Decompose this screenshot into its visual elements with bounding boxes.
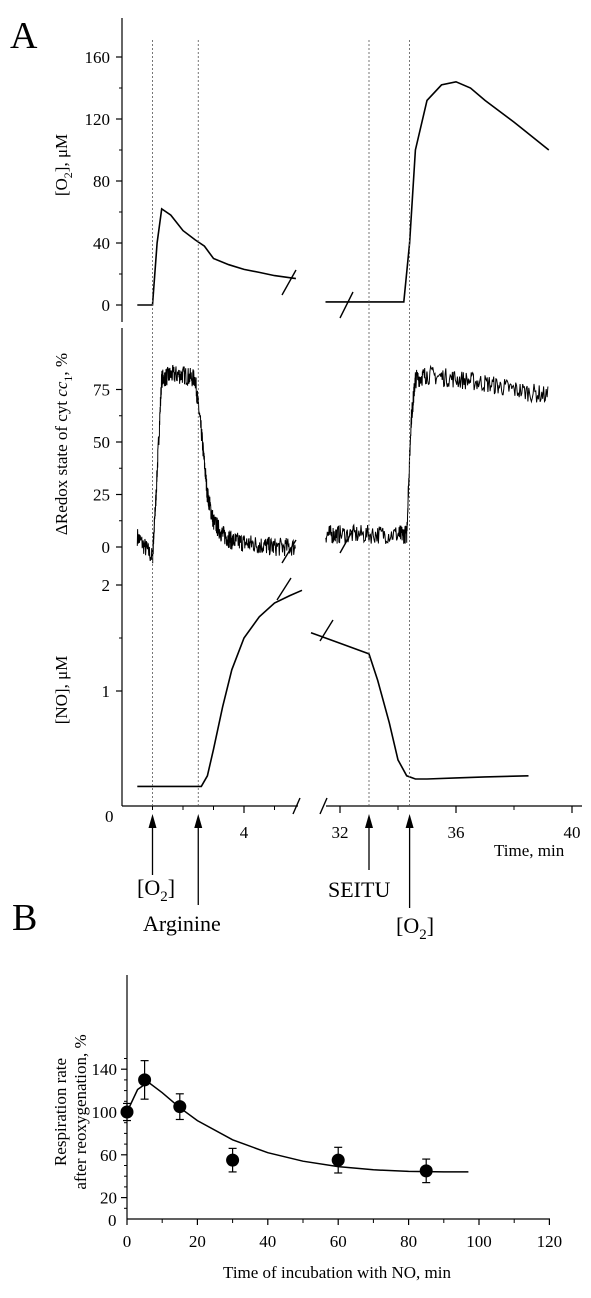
event-arrowhead	[405, 814, 414, 828]
x-axis-break-mark	[292, 797, 301, 815]
time-xtick-label: 0	[105, 807, 114, 826]
axis-break-mark	[339, 291, 354, 319]
respiration-ytick-label: 140	[92, 1060, 118, 1079]
data-point	[138, 1073, 152, 1087]
o2-ytick-label: 80	[93, 172, 110, 191]
no-series-2	[310, 631, 529, 780]
respiration-xtick-label: 120	[537, 1232, 563, 1251]
o2-marker-label-1: [O2]	[137, 875, 175, 905]
redox-series-2	[325, 364, 549, 544]
axis-break-mark	[276, 577, 292, 601]
respiration-ytick-label: 100	[92, 1103, 118, 1122]
o2-series-1	[137, 207, 297, 306]
no-ytick-label: 2	[102, 576, 111, 595]
respiration-ylabel: Respiration rate	[51, 1058, 70, 1166]
no-plot: 12	[102, 576, 529, 806]
respiration-xtick-label: 60	[330, 1232, 347, 1251]
respiration-plot: 0 20 40 60 80 100 120 0 20 60 100 140	[92, 975, 563, 1251]
no-ytick-label: 1	[102, 682, 111, 701]
respiration-xtick-label: 0	[123, 1232, 132, 1251]
no-ylabel: [NO], μM	[52, 656, 71, 725]
redox-ytick-label: 75	[93, 381, 110, 400]
respiration-xtick-label: 40	[259, 1232, 276, 1251]
redox-ylabel: ΔRedox state of cyt cc1, %	[52, 353, 75, 535]
o2-ytick-label: 40	[93, 234, 110, 253]
data-point	[173, 1100, 187, 1114]
redox-plot: 0 25 50 75	[93, 328, 549, 582]
o2-ytick-label: 120	[85, 110, 111, 129]
time-xtick-label: 4	[240, 823, 249, 842]
time-xlabel: Time, min	[494, 841, 565, 860]
respiration-ytick-label: 20	[100, 1189, 117, 1208]
respiration-ytick-label: 60	[100, 1146, 117, 1165]
o2-marker-label-2: [O2]	[396, 913, 434, 943]
axis-break-mark	[339, 527, 355, 554]
respiration-xlabel: Time of incubation with NO, min	[223, 1263, 451, 1282]
axis-break-mark	[281, 539, 297, 564]
respiration-fit-curve	[126, 1081, 469, 1173]
x-axis-break-mark	[319, 797, 328, 815]
respiration-ylabel-line2: after reoxygenation, %	[71, 1034, 90, 1189]
data-point	[331, 1153, 345, 1167]
respiration-xtick-label: 80	[400, 1232, 417, 1251]
panel-b-letter: B	[12, 897, 37, 939]
o2-ylabel: [O2], μM	[52, 134, 75, 196]
redox-ytick-label: 25	[93, 486, 110, 505]
no-series-1	[137, 589, 303, 788]
data-point	[419, 1164, 433, 1178]
o2-ytick-label: 160	[85, 48, 111, 67]
event-markers	[148, 40, 414, 908]
o2-plot: 0 40 80 120 160	[85, 18, 550, 322]
data-point	[120, 1105, 134, 1119]
o2-ytick-label: 0	[102, 296, 111, 315]
data-point	[226, 1153, 240, 1167]
redox-series-1	[136, 364, 296, 564]
time-xtick-label: 32	[332, 823, 349, 842]
time-xtick-label: 40	[564, 823, 581, 842]
respiration-ytick-label: 0	[108, 1211, 117, 1230]
event-arrowhead	[365, 814, 373, 828]
time-xtick-label: 36	[448, 823, 465, 842]
panel-a-letter: A	[10, 15, 38, 57]
seitu-marker-label: SEITU	[328, 877, 390, 902]
redox-ytick-label: 50	[93, 433, 110, 452]
arginine-marker-label: Arginine	[143, 911, 221, 936]
event-arrowhead	[194, 814, 203, 828]
o2-series-2	[325, 80, 550, 303]
respiration-xtick-label: 20	[189, 1232, 206, 1251]
respiration-xtick-label: 100	[466, 1232, 492, 1251]
redox-ytick-label: 0	[102, 538, 111, 557]
event-arrowhead	[148, 814, 157, 828]
axis-break-mark	[281, 269, 297, 296]
axis-break-mark	[319, 619, 334, 642]
time-x-axis: 0 4 32 36 40	[105, 797, 582, 842]
